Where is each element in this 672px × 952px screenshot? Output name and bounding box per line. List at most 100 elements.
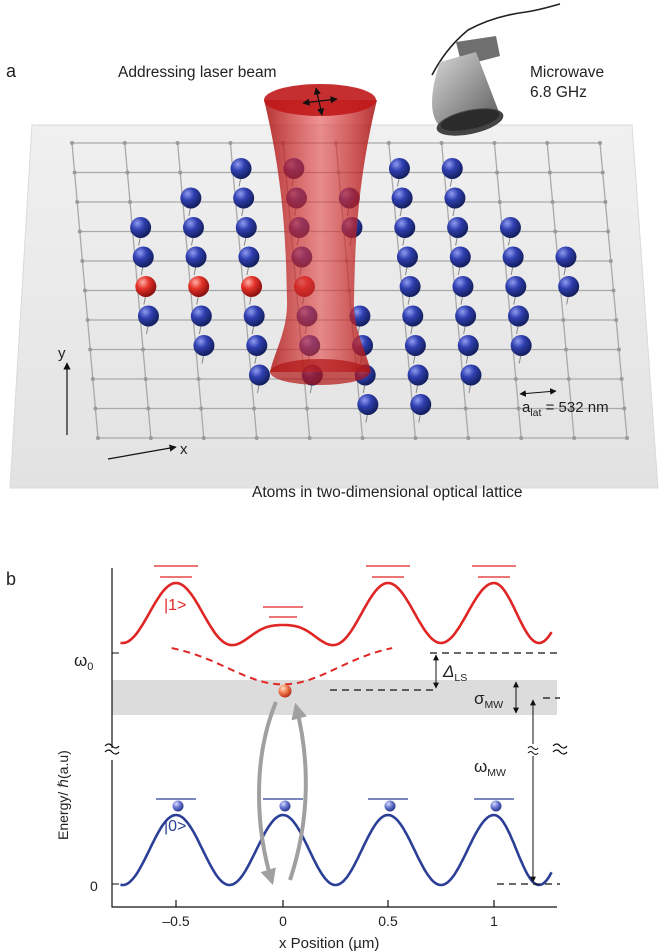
atom-red — [135, 276, 157, 297]
lattice-node — [148, 436, 153, 440]
lattice-node — [128, 200, 133, 204]
atom-blue — [444, 187, 466, 209]
atom-blue — [233, 187, 255, 209]
lattice-node — [196, 377, 201, 381]
atom-blue — [388, 158, 410, 179]
reference-dashed-lines — [330, 652, 560, 885]
lattice-node — [228, 141, 233, 145]
lattice-node — [254, 436, 259, 440]
lattice-node — [564, 347, 569, 352]
lattice-node — [141, 347, 146, 352]
panel-a-label: a — [6, 61, 17, 81]
lattice-node — [83, 288, 87, 293]
lattice-node — [93, 406, 98, 411]
lattice-constant-label: alat = 532 nm — [522, 399, 609, 419]
lattice-node — [466, 436, 471, 440]
lattice-node — [600, 170, 605, 175]
lattice-node — [360, 436, 365, 440]
atom-red — [241, 276, 263, 297]
laser-beam-label: Addressing laser beam — [118, 64, 277, 81]
ground-state-atoms — [172, 800, 502, 812]
transition-arrow-down — [257, 701, 278, 886]
beam-move-arrows-icon — [302, 87, 338, 116]
lattice-node — [519, 436, 524, 440]
upper-state-potential — [120, 581, 553, 647]
lower-state-potential — [120, 813, 553, 887]
atom-blue — [357, 394, 379, 415]
atom-blue — [404, 335, 426, 356]
atom-red — [188, 276, 210, 297]
atom-blue — [246, 335, 268, 356]
lattice-node — [201, 436, 206, 440]
lattice-node — [603, 200, 608, 204]
sigma-mw-label: σMW — [474, 689, 503, 711]
atom-blue — [180, 187, 202, 209]
addressing-laser-beam — [264, 100, 377, 372]
lattice-node — [497, 200, 502, 204]
lattice-node — [553, 229, 558, 234]
lattice-node — [85, 318, 90, 322]
lattice-node — [80, 259, 85, 263]
atom-blue — [505, 276, 527, 297]
atom-blue — [499, 217, 521, 238]
microwave-linewidth-band — [112, 680, 557, 715]
lattice-node — [547, 170, 552, 175]
panel-b-label: b — [6, 569, 16, 589]
lattice-node — [516, 406, 521, 411]
atom-blue — [510, 335, 532, 356]
atom-blue — [182, 217, 204, 238]
lattice-node — [413, 436, 418, 440]
lattice-node — [72, 170, 77, 175]
microwave-label-line2: 6.8 GHz — [530, 84, 587, 101]
atom-blue — [193, 335, 215, 356]
atom-blue — [455, 305, 477, 327]
x-axis-label: x — [180, 441, 188, 458]
atom-blue — [555, 246, 577, 268]
lattice-node — [572, 436, 577, 440]
atom-blue — [452, 276, 474, 297]
atom-blue — [502, 246, 524, 268]
lattice-node — [608, 259, 613, 263]
ground-atom — [384, 800, 396, 812]
xtick-label: 0 — [279, 913, 287, 929]
atom-blue — [410, 394, 432, 415]
lattice-node — [178, 170, 183, 175]
lattice-node — [513, 377, 518, 381]
lattice-node — [96, 436, 100, 440]
lattice-node — [386, 141, 391, 145]
laser-beam-top — [264, 84, 376, 116]
lattice-node — [616, 347, 621, 352]
atom-blue — [396, 246, 418, 268]
omega-mw-label: ωMW — [474, 757, 506, 779]
lattice-node — [90, 377, 95, 381]
light-shift-dashed-curve — [171, 647, 393, 686]
lattice-node — [252, 406, 257, 411]
lattice-constant-arrow — [519, 388, 557, 397]
lattice-node — [75, 200, 80, 204]
atom-blue — [230, 158, 252, 179]
ground-atom — [279, 800, 291, 812]
lattice-node — [545, 141, 550, 145]
atom-blue — [235, 217, 257, 238]
microwave-horn-icon — [431, 3, 561, 136]
xtick-label: 1 — [490, 913, 498, 929]
atom-blue — [402, 305, 424, 327]
atom-blue — [394, 217, 416, 238]
lattice-node — [88, 347, 93, 352]
y-axis-title: Energy/ ℏ(a.u) — [55, 750, 71, 840]
lattice-node — [70, 141, 74, 145]
excited-atom — [278, 684, 292, 698]
ground-atom — [172, 800, 184, 812]
ground-atom — [490, 800, 502, 812]
atom-blue — [130, 217, 152, 238]
panel-a: a Addressing laser beam Microwave 6.8 GH… — [6, 3, 659, 501]
lattice-node — [463, 406, 468, 411]
x-axis-title: x Position (µm) — [279, 935, 379, 952]
atom-blue — [243, 305, 265, 327]
lattice-caption: Atoms in two-dimensional optical lattice — [252, 484, 523, 501]
atom-blue — [449, 246, 471, 268]
lattice-node — [77, 229, 82, 234]
atom-blue — [407, 364, 429, 386]
x-axis-arrow — [107, 444, 177, 460]
lattice-node — [304, 406, 309, 411]
